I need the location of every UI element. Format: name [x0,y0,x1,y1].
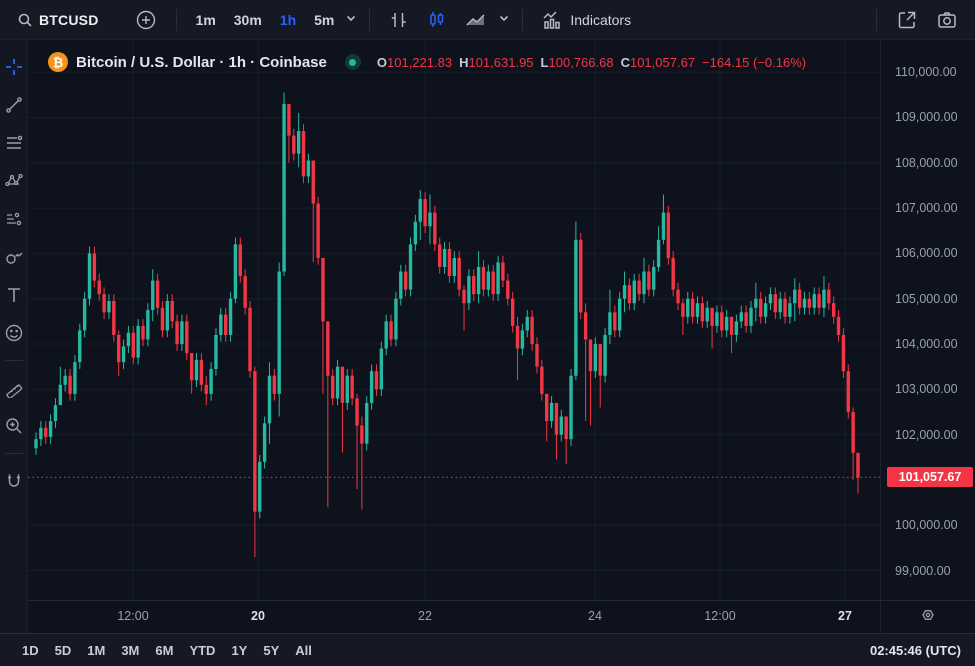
high-value: 101,631.95 [468,54,534,70]
toolbar-divider [369,8,371,31]
measure-ruler-icon[interactable] [3,377,25,399]
interval-5m[interactable]: 5m [314,11,335,28]
symbol-search-button[interactable]: BTCUSD [10,8,106,32]
price-tick-label: 102,000.00 [895,427,958,442]
last-price-label: 101,057.67 [887,467,973,488]
bitcoin-logo-icon: ₿ [48,52,68,72]
market-status-icon[interactable] [344,54,361,70]
time-tick-label: 12:00 [704,609,736,623]
plus-circle-icon [135,9,157,31]
price-axis[interactable]: 110,000.00 109,000.00 108,000.00 107,000.00… [880,40,975,600]
compare-add-button[interactable] [128,5,164,35]
time-tick-label: 24 [588,609,602,623]
low-label: L [540,54,549,70]
range-ytd-button[interactable]: YTD [181,640,223,661]
drawing-tools-sidebar [0,40,28,633]
crosshair-icon[interactable] [3,56,25,78]
toolbar-divider [522,8,524,31]
emoji-tool-icon[interactable] [3,322,25,344]
pair-title: Bitcoin / U.S. Dollar · 1h · Coinbase [76,53,327,71]
axis-settings-icon[interactable] [919,606,937,629]
time-tick-label: 12:00 [117,609,149,623]
area-style-icon[interactable] [458,6,494,34]
toolbar-divider [876,8,877,31]
candlestick-plot[interactable] [28,40,880,600]
price-tick-label: 103,000.00 [895,382,958,397]
time-axis[interactable]: 12:00 20 22 24 12:00 27 [28,600,880,633]
price-tick-label: 99,000.00 [895,563,951,578]
price-tick-label: 108,000.00 [895,155,958,170]
ohlc-values: O101,221.83 H101,631.95 L100,766.68 C101… [377,55,806,70]
time-tick-label: 22 [418,609,432,623]
high-label: H [459,54,469,70]
indicators-button[interactable]: Indicators [535,6,638,34]
price-tick-label: 104,000.00 [895,337,958,351]
magnet-icon[interactable] [3,470,25,492]
change-value: −164.15 (−0.16%) [702,54,807,70]
prediction-tool-icon[interactable] [3,246,25,268]
range-all-button[interactable]: All [287,640,320,661]
price-tick-label: 109,000.00 [895,110,958,125]
clock-utc[interactable]: 02:45:46 (UTC) [869,642,961,658]
fib-retracement-tool-icon[interactable] [3,132,25,154]
open-value: 101,221.83 [387,54,453,70]
range-1d-button[interactable]: 1D [14,640,47,661]
bar-style-icon[interactable] [382,6,416,34]
candles-style-icon[interactable] [420,6,454,34]
range-3m-button[interactable]: 3M [113,640,147,661]
price-tick-label: 100,000.00 [895,518,958,533]
low-value: 100,766.68 [548,54,614,70]
zoom-in-icon[interactable] [3,415,25,437]
pattern-tool-icon[interactable] [3,170,25,192]
top-toolbar: BTCUSD 1m 30m 1h 5m [0,0,975,40]
trendline-tool-icon[interactable] [3,94,25,116]
text-tool-icon[interactable] [3,284,25,306]
close-label: C [620,54,630,70]
close-value: 101,057.67 [629,54,696,70]
price-tick-label: 107,000.00 [895,201,958,216]
range-1m-button[interactable]: 1M [79,640,113,661]
time-tick-label: 20 [251,609,265,623]
price-tick-label: 110,000.00 [895,65,957,80]
range-6m-button[interactable]: 6M [147,640,181,661]
interval-1m[interactable]: 1m [195,11,216,28]
indicators-icon [542,10,564,30]
style-menu-chevron-icon[interactable] [498,11,510,29]
interval-1h[interactable]: 1h [279,11,297,28]
range-5d-button[interactable]: 5D [47,640,80,661]
forecast-tool-icon[interactable] [3,208,25,230]
axis-settings-corner[interactable] [880,600,975,633]
open-label: O [376,54,387,70]
interval-menu-chevron-icon[interactable] [345,11,357,29]
screenshot-camera-icon[interactable] [929,5,965,35]
price-tick-label: 106,000.00 [895,246,958,261]
toolbar-divider [175,8,177,31]
sidebar-divider [4,453,23,454]
indicators-label: Indicators [570,11,632,28]
symbol-label: BTCUSD [39,11,99,28]
open-popup-icon[interactable] [889,5,925,35]
chart-legend[interactable]: ₿ Bitcoin / U.S. Dollar · 1h · Coinbase … [48,52,806,72]
search-icon [17,12,33,28]
price-tick-label: 105,000.00 [895,291,958,306]
interval-30m[interactable]: 30m [233,11,262,28]
bottom-toolbar: 1D 5D 1M 3M 6M YTD 1Y 5Y All 02:45:46 (U… [0,633,975,666]
range-1y-button[interactable]: 1Y [223,640,255,661]
sidebar-divider [4,360,23,361]
range-5y-button[interactable]: 5Y [255,640,287,661]
time-tick-label: 27 [838,609,852,623]
